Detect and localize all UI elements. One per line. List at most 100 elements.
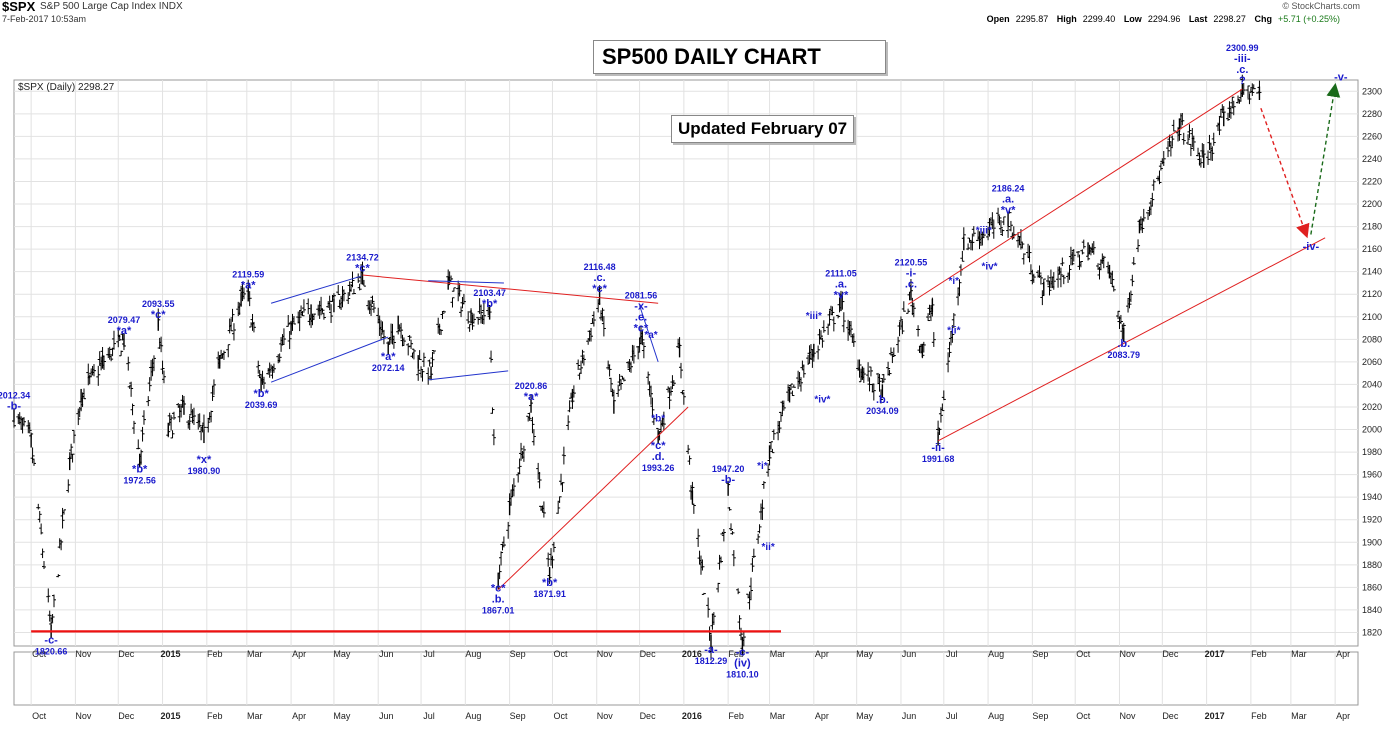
y-tick-label: 1960	[1362, 470, 1382, 480]
x-tick-label-lower: Jun	[379, 711, 394, 721]
wave-price-label: 1980.90	[188, 466, 221, 476]
x-tick-label: Jul	[423, 649, 435, 659]
x-tick-label-lower: Apr	[292, 711, 306, 721]
sub-wave-label: *i*	[949, 276, 960, 287]
x-tick-label-lower: May	[333, 711, 351, 721]
wave-label: .b.	[492, 593, 505, 605]
x-tick-label: Oct	[553, 649, 568, 659]
wave-label: -i-	[906, 268, 917, 280]
x-tick-label-lower: Mar	[1291, 711, 1307, 721]
x-tick-label: Dec	[118, 649, 135, 659]
wave-label: .b.	[876, 394, 889, 406]
y-tick-label: 1860	[1362, 582, 1382, 592]
wave-price-label: 2093.55	[142, 299, 175, 309]
wave-price-label: 1820.66	[35, 647, 68, 657]
y-tick-label: 1820	[1362, 627, 1382, 637]
wave-label: .b.	[1117, 338, 1130, 350]
trendline	[270, 275, 362, 304]
wave-label: *v*	[834, 289, 849, 301]
x-tick-label: Feb	[207, 649, 223, 659]
trendline	[270, 336, 389, 383]
x-tick-label: May	[333, 649, 351, 659]
wave-label: .d.	[652, 451, 665, 463]
wave-label: -a-	[704, 644, 718, 656]
open-value: 2295.87	[1015, 14, 1049, 24]
wave-label: .c.	[905, 279, 917, 291]
x-tick-label: Apr	[815, 649, 829, 659]
x-tick-label-lower: Oct	[553, 711, 568, 721]
x-tick-label: Nov	[1119, 649, 1136, 659]
x-tick-label-lower: Aug	[988, 711, 1004, 721]
x-tick-label: Mar	[1291, 649, 1307, 659]
wave-label: .e.	[635, 312, 647, 324]
x-tick-label-lower: Apr	[1336, 711, 1350, 721]
y-tick-label: 1980	[1362, 447, 1382, 457]
wave-price-label: 2079.47	[108, 315, 141, 325]
x-tick-label-lower: Apr	[815, 711, 829, 721]
wave-price-label: 2134.72	[346, 253, 379, 263]
x-tick-label: Dec	[1162, 649, 1179, 659]
sub-wave-label: *iii*	[976, 225, 992, 236]
y-tick-label: 2140	[1362, 267, 1382, 277]
wave-price-label: 2103.47	[473, 288, 506, 298]
x-tick-label: Nov	[75, 649, 92, 659]
wave-label: -b-	[721, 474, 735, 486]
wave-price-label: 1993.26	[642, 463, 675, 473]
panel-label: $SPX (Daily) 2298.27	[18, 82, 115, 93]
x-tick-label-lower: Feb	[728, 711, 744, 721]
y-tick-label: 1880	[1362, 560, 1382, 570]
x-tick-label-lower: Feb	[1251, 711, 1267, 721]
wave-label: .a.	[1002, 194, 1014, 206]
wave-label: *b*	[542, 577, 558, 589]
x-tick-label: 2015	[161, 649, 181, 659]
wave-label: *c*	[634, 323, 649, 335]
wave-label: *v*	[1001, 205, 1016, 217]
wave-price-label: 2081.56	[625, 291, 658, 301]
wave-label: -c-	[44, 635, 58, 647]
sub-wave-label: *iv*	[814, 394, 830, 405]
x-tick-label-lower: Sep	[510, 711, 526, 721]
wave-price-label: 1991.68	[922, 454, 955, 464]
x-tick-label: 2017	[1205, 649, 1225, 659]
open-label: Open	[986, 14, 1010, 24]
wave-label: *c*	[151, 309, 166, 321]
wave-label: *b*	[132, 463, 148, 475]
wave-label: -iii-	[1234, 53, 1251, 65]
x-tick-label: Aug	[465, 649, 481, 659]
y-tick-label: 2280	[1362, 109, 1382, 119]
x-tick-label: Oct	[32, 649, 47, 659]
y-tick-label: 1920	[1362, 515, 1382, 525]
y-tick-label: 2300	[1362, 86, 1382, 96]
x-tick-label-lower: 2017	[1205, 711, 1225, 721]
last-label: Last	[1188, 14, 1208, 24]
wave-label: -v-	[1334, 72, 1348, 84]
y-tick-label: 1840	[1362, 605, 1382, 615]
ticker-symbol: $SPX	[2, 0, 36, 14]
index-name: S&P 500 Large Cap Index INDX	[40, 1, 183, 12]
x-tick-label-lower: Jul	[423, 711, 435, 721]
wave-label: ?	[1239, 75, 1246, 87]
price-panel-frame	[13, 79, 1359, 647]
sub-wave-label: *ii*	[947, 326, 960, 337]
last-value: 2298.27	[1213, 14, 1246, 24]
high-label: High	[1056, 14, 1077, 24]
x-tick-label: Jun	[379, 649, 394, 659]
x-tick-label-lower: Sep	[1032, 711, 1048, 721]
x-tick-label: Mar	[247, 649, 263, 659]
x-tick-label-lower: Dec	[1162, 711, 1179, 721]
wave-price-label: 2186.24	[992, 184, 1025, 194]
low-label: Low	[1123, 14, 1142, 24]
lower-panel-frame	[13, 651, 1359, 706]
x-tick-label-lower: Mar	[770, 711, 786, 721]
x-tick-label-lower: 2016	[682, 711, 702, 721]
source-credit: © StockCharts.com	[1282, 1, 1360, 11]
wave-price-label: 2072.14	[372, 363, 405, 373]
x-tick-label: Feb	[1251, 649, 1267, 659]
y-tick-label: 2200	[1362, 199, 1382, 209]
wave-label: *a*	[524, 391, 539, 403]
wave-price-label: 1871.91	[533, 589, 566, 599]
x-tick-label: Aug	[988, 649, 1004, 659]
x-tick-label: Sep	[510, 649, 526, 659]
wave-price-label: 1947.20	[712, 464, 745, 474]
